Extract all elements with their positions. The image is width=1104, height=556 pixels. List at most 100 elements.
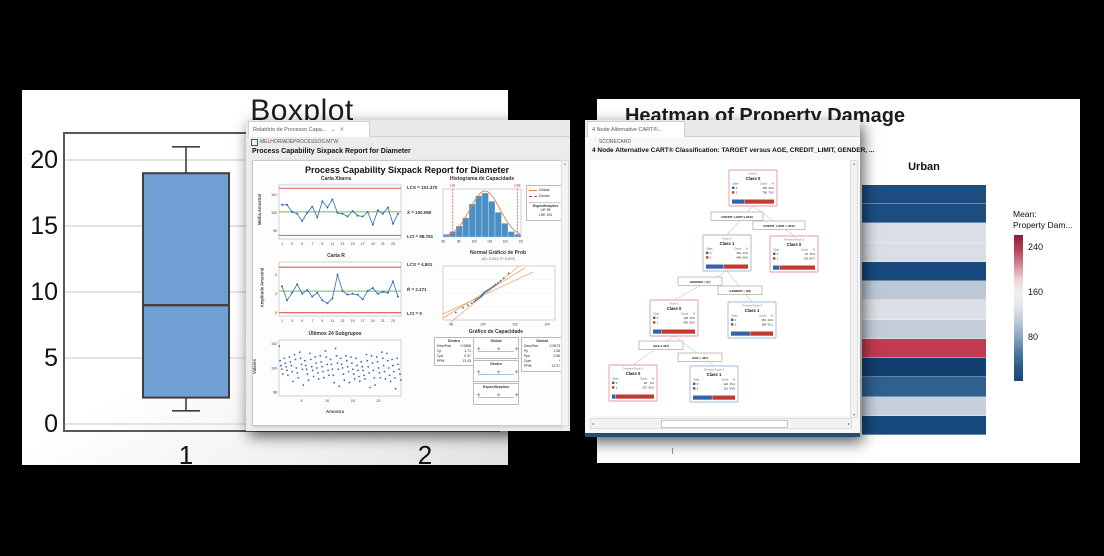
rchart-limit-labels: LCS = 4.801 R̄ = 2.271 LCI = 0: [407, 262, 432, 316]
legend-global: Global: [529, 188, 562, 194]
svg-text:44.9: 44.9: [768, 318, 774, 322]
capability-tab[interactable]: Relatório de Processo Capa... ⌄ ✕: [248, 121, 370, 137]
svg-text:13: 13: [341, 242, 345, 246]
heatmap-cell: [862, 204, 986, 224]
svg-text:1: 1: [710, 256, 712, 260]
svg-text:99: 99: [457, 240, 461, 244]
dentro-stats-box: Dentro DesvPad 0.9366 Cp 1.71 Cpk 0.37 PPM 13.43: [434, 337, 474, 367]
svg-text:19: 19: [371, 319, 375, 323]
cart-heading: 4 Node Alternative CART® Classification:…: [592, 147, 875, 154]
svg-text:700: 700: [762, 191, 767, 195]
svg-text:189: 189: [761, 323, 766, 327]
scroll-down-icon[interactable]: ▾: [852, 412, 855, 417]
interval-plot: Global + + +: [473, 337, 519, 359]
interval-plot-line: + + +: [477, 347, 519, 355]
svg-text:354: 354: [736, 251, 741, 255]
svg-text:102: 102: [503, 240, 509, 244]
svg-text:Class 1: Class 1: [745, 308, 760, 313]
heatmap-legend-gradient: [1014, 235, 1023, 381]
scroll-left-icon[interactable]: ◂: [592, 421, 595, 426]
svg-text:Class 0: Class 0: [787, 242, 802, 247]
plus-marker: +: [515, 347, 519, 353]
svg-text:70.0: 70.0: [769, 191, 775, 195]
interval-plot: Especificações + + +: [473, 383, 519, 405]
capacity-title: Gráfico de Capacidade: [468, 329, 524, 335]
svg-text:21: 21: [381, 319, 385, 323]
scroll-up-icon[interactable]: ▴: [852, 161, 855, 166]
interval-plot-line: + + +: [477, 370, 519, 378]
cart-horizontal-scrollbar[interactable]: ◂ ▸: [590, 418, 852, 429]
probplot-title: Normal Gráfico de Prob: [469, 250, 527, 256]
cart-vertical-scrollbar[interactable]: ▴ ▾: [850, 160, 858, 418]
svg-text:0: 0: [275, 311, 277, 315]
tab-collapse-icon[interactable]: ⌄: [330, 126, 336, 133]
svg-text:54.9: 54.9: [730, 387, 736, 391]
heatmap-cell: [862, 396, 986, 416]
tab-close-icon[interactable]: ✕: [339, 126, 345, 133]
svg-text:%: %: [771, 314, 774, 318]
cart-tree: CREDIT_LIMIT ≤ 9540 CREDIT_LIMIT > 9540 GE…: [608, 169, 819, 403]
svg-text:92.0: 92.0: [649, 386, 655, 390]
svg-text:Node 1: Node 1: [748, 172, 757, 176]
svg-text:%: %: [693, 312, 696, 316]
svg-text:207: 207: [642, 386, 647, 390]
svg-text:84.7: 84.7: [810, 257, 816, 261]
plus-marker: +: [497, 347, 501, 353]
svg-text:%: %: [746, 247, 749, 251]
svg-text:Class: Class: [773, 248, 780, 252]
cart-tab[interactable]: 4 Node Alternative CART®...: [587, 121, 685, 137]
svg-text:101: 101: [487, 240, 493, 244]
specs-box: Especificações LIE 99 LSE 103: [529, 201, 562, 218]
svg-text:0: 0: [777, 252, 779, 256]
heatmap-column: [862, 185, 986, 436]
svg-text:100: 100: [271, 211, 277, 215]
svg-text:Class: Class: [731, 314, 738, 318]
plus-marker: +: [477, 347, 481, 353]
heatmap-cell: [862, 415, 986, 436]
svg-text:30.0: 30.0: [769, 186, 775, 190]
stats-row: PPM 12.97: [524, 364, 560, 369]
svg-text:151: 151: [723, 387, 728, 391]
svg-text:%: %: [652, 377, 655, 381]
svg-text:15: 15: [351, 242, 355, 246]
scroll-right-icon[interactable]: ▸: [847, 421, 850, 426]
plus-marker: +: [515, 393, 519, 399]
svg-text:100: 100: [472, 240, 478, 244]
svg-text:Terminal Node 3: Terminal Node 3: [704, 368, 725, 372]
interval-plot-label: Especificações: [483, 385, 509, 389]
svg-text:24: 24: [805, 252, 809, 256]
svg-text:Class: Class: [612, 377, 619, 381]
svg-text:3: 3: [291, 319, 293, 323]
scrollbar-thumb[interactable]: [661, 420, 788, 428]
svg-text:7: 7: [311, 242, 313, 246]
svg-text:100: 100: [480, 323, 486, 327]
cart-tabbar: 4 Node Alternative CART®...: [585, 120, 860, 137]
global-stats-box: Global DesvPad 0.9673 Pp 1.08 Ppk 0.56 Cpm * PPM 1…: [521, 337, 563, 372]
probplot-chart: 98 100 102 104: [442, 265, 556, 327]
stats-box-title: Dentro: [447, 339, 461, 343]
svg-text:5: 5: [301, 319, 303, 323]
scroll-up-icon[interactable]: ▴: [563, 161, 566, 166]
capability-scrollbar[interactable]: ▴: [561, 160, 569, 426]
boxplot-y-tick-label: 10: [30, 278, 58, 306]
histogram-title: Histograma de Capacidade: [449, 176, 515, 182]
stats-row: Ppk 0.56: [524, 354, 560, 359]
boxplot-y-tick-label: 5: [44, 344, 58, 372]
boxplot-x-tick-label: 2: [417, 440, 433, 470]
capability-heading: Process Capability Sixpack Report for Di…: [252, 148, 411, 155]
svg-text:Count: Count: [734, 247, 741, 251]
svg-text:1: 1: [697, 387, 699, 391]
svg-text:CREDIT_LIMIT ≤ 9540: CREDIT_LIMIT ≤ 9540: [721, 215, 753, 219]
svg-text:GENDER = (M): GENDER = (M): [729, 289, 750, 293]
capability-worksheet: MELHORIADEPROCESSOS.MTW: [251, 138, 338, 146]
plus-marker: +: [477, 393, 481, 399]
limit-label: LCS = 101.370: [407, 185, 438, 190]
svg-text:154: 154: [761, 318, 766, 322]
